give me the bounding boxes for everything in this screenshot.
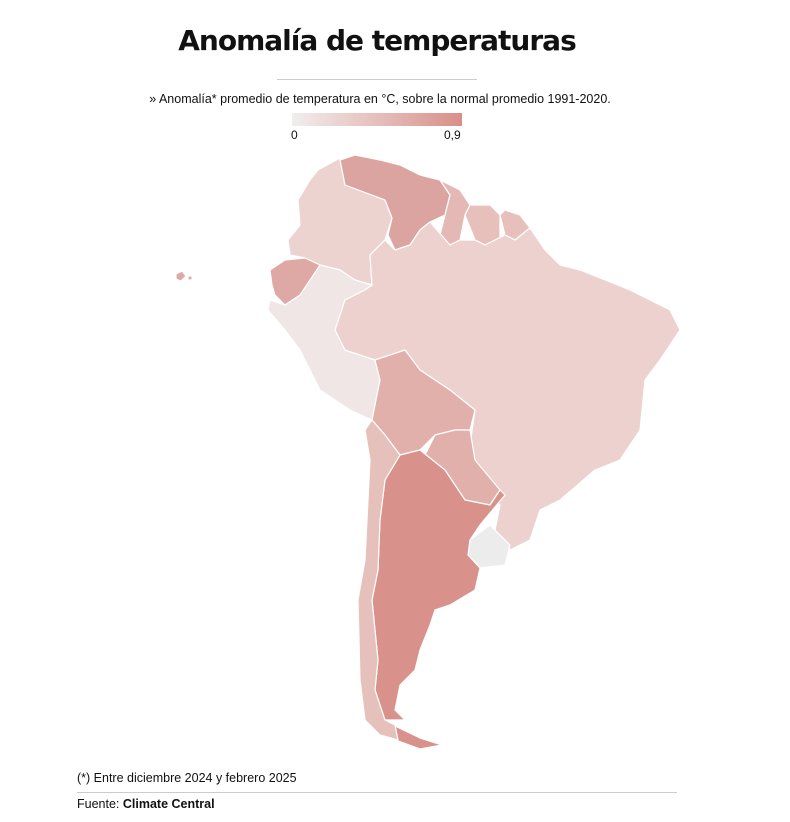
country-argentina-tierra-del-fuego — [394, 725, 443, 750]
source-name: Climate Central — [122, 797, 215, 811]
legend-color-scale — [292, 113, 462, 126]
country-galapagos — [175, 270, 193, 282]
country-chile — [357, 419, 401, 741]
legend-max-label: 0,9 — [444, 128, 461, 142]
footnote: (*) Entre diciembre 2024 y febrero 2025 — [77, 771, 297, 785]
chart-title: Anomalía de temperaturas — [178, 24, 577, 57]
chart-subtitle: » Anomalía* promedio de temperatura en °… — [149, 92, 611, 106]
legend-min-label: 0 — [291, 128, 298, 142]
source-line: Fuente: Climate Central — [77, 797, 215, 811]
source-label: Fuente: — [77, 797, 120, 811]
footer-divider — [77, 792, 677, 793]
country-suriname — [464, 204, 501, 246]
title-divider — [277, 79, 477, 80]
